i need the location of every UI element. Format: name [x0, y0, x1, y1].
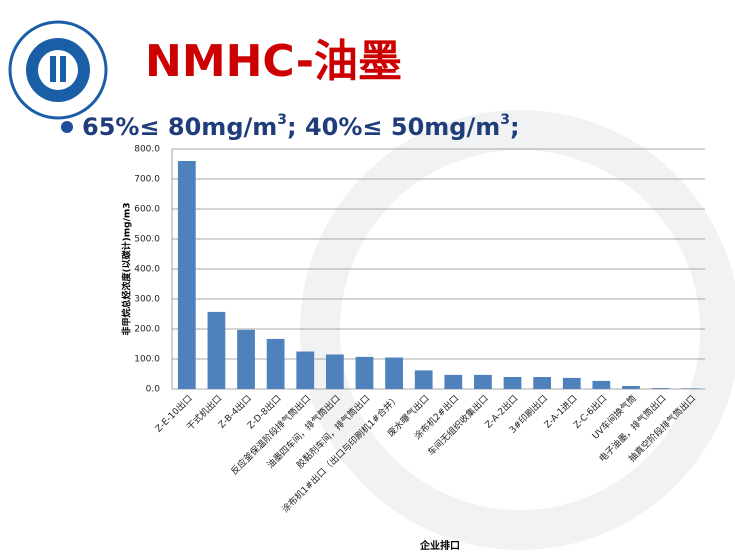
bar: [651, 388, 670, 389]
bar: [237, 329, 255, 389]
y-tick-label: 0.0: [146, 385, 161, 395]
bar: [385, 357, 403, 389]
x-axis-label: 企业排口: [419, 539, 460, 552]
y-tick-label: 500.0: [134, 235, 160, 245]
bullet-dot: [61, 121, 73, 133]
bar: [622, 386, 640, 389]
bar: [177, 161, 196, 389]
slide-title: NMHC-油墨: [145, 36, 402, 87]
y-tick-label: 400.0: [134, 265, 160, 275]
y-axis-label: 非甲烷总烃浓度(以碳计)mg/m3: [121, 203, 133, 336]
bullet-part: ;: [510, 113, 520, 141]
bar: [325, 354, 344, 389]
watermark: [300, 110, 735, 550]
bar: [444, 374, 463, 389]
bar: [414, 370, 433, 389]
bar: [207, 311, 226, 389]
bar: [266, 338, 285, 389]
bar: [592, 380, 611, 389]
y-tick-label: 200.0: [134, 325, 160, 335]
bullet-part: ; 40%≤ 50mg/m: [287, 113, 500, 141]
bar: [533, 377, 552, 389]
bullet-text: 65%≤ 80mg/m3; 40%≤ 50mg/m3;: [82, 112, 520, 141]
bar: [503, 377, 522, 389]
bar: [296, 351, 315, 389]
y-tick-label: 100.0: [134, 355, 160, 365]
y-tick-label: 700.0: [134, 175, 160, 185]
bar: [681, 388, 700, 389]
logo: [8, 20, 108, 120]
bar: [355, 356, 374, 389]
y-tick-label: 600.0: [134, 205, 160, 215]
y-tick-label: 800.0: [134, 145, 160, 155]
superscript: 3: [500, 112, 510, 128]
bullet-part: 65%≤ 80mg/m: [82, 113, 277, 141]
y-tick-label: 300.0: [134, 295, 160, 305]
bar: [562, 377, 581, 389]
bar: [474, 374, 492, 389]
superscript: 3: [277, 112, 287, 128]
